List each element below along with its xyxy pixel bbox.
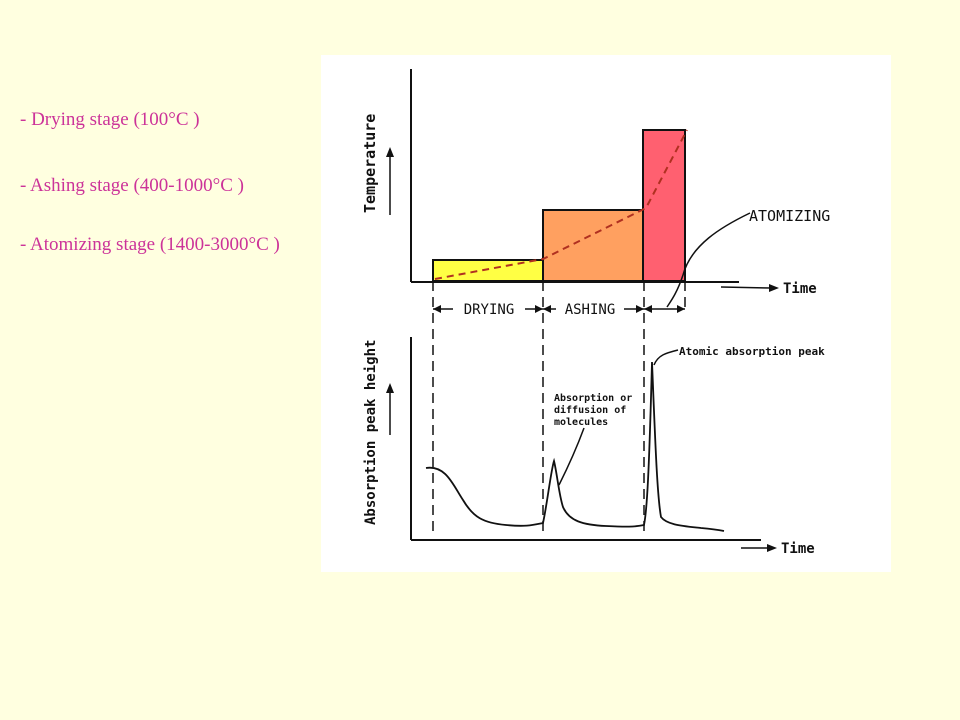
time-label-bottom: Time [781, 541, 815, 557]
temperature-ramp-dashed-line [434, 129, 688, 280]
ashing-left-arrowhead [543, 305, 551, 313]
atomizing-right-arrowhead [677, 305, 685, 313]
molecules-leader-line [558, 427, 585, 486]
atomic-peak-leader-line [653, 349, 679, 366]
drying-right-arrowhead [535, 305, 543, 313]
absorption-arrowhead [386, 383, 394, 393]
atomizing-step-block [642, 129, 686, 282]
time-arrowhead-top [769, 284, 779, 292]
drying-step-block [432, 259, 545, 282]
stage-label-atomizing: ATOMIZING [749, 207, 830, 225]
diagram-canvas: Temperature Time DRYING ASHING ATOMIZING… [361, 69, 830, 557]
drying-label-backdrop [453, 299, 525, 319]
bullet-ashing-stage: - Ashing stage (400-1000°C ) [20, 175, 244, 196]
stage-label-drying: DRYING [464, 302, 515, 318]
atomic-peak-annotation: Atomic absorption peak [679, 345, 825, 358]
molecules-annotation-line-1: Absorption or [554, 392, 632, 404]
molecules-annotation-line-2: diffusion of [554, 404, 626, 416]
stage-label-ashing: ASHING [565, 302, 616, 318]
bullet-atomizing-stage: - Atomizing stage (1400-3000°C ) [20, 234, 280, 255]
time-arrow-shaft-top [720, 286, 772, 289]
absorption-signal-trace [425, 361, 725, 532]
ashing-label-backdrop [556, 299, 624, 319]
atomizing-leader-line [666, 212, 751, 308]
bullet-drying-stage: - Drying stage (100°C ) [20, 109, 200, 130]
atomizing-left-arrowhead [644, 305, 652, 313]
ashing-step-block [542, 209, 645, 282]
ashing-right-arrowhead [636, 305, 644, 313]
time-arrowhead-bottom [767, 544, 777, 552]
molecules-annotation-line-3: molecules [554, 417, 608, 428]
drying-left-arrowhead [433, 305, 441, 313]
temperature-axis-label: Temperature [361, 114, 379, 213]
temperature-arrowhead [386, 147, 394, 157]
furnace-program-diagram: Temperature Time DRYING ASHING ATOMIZING… [321, 55, 891, 572]
absorption-axis-label: Absorption peak height [363, 340, 379, 525]
time-label-top: Time [783, 281, 817, 297]
